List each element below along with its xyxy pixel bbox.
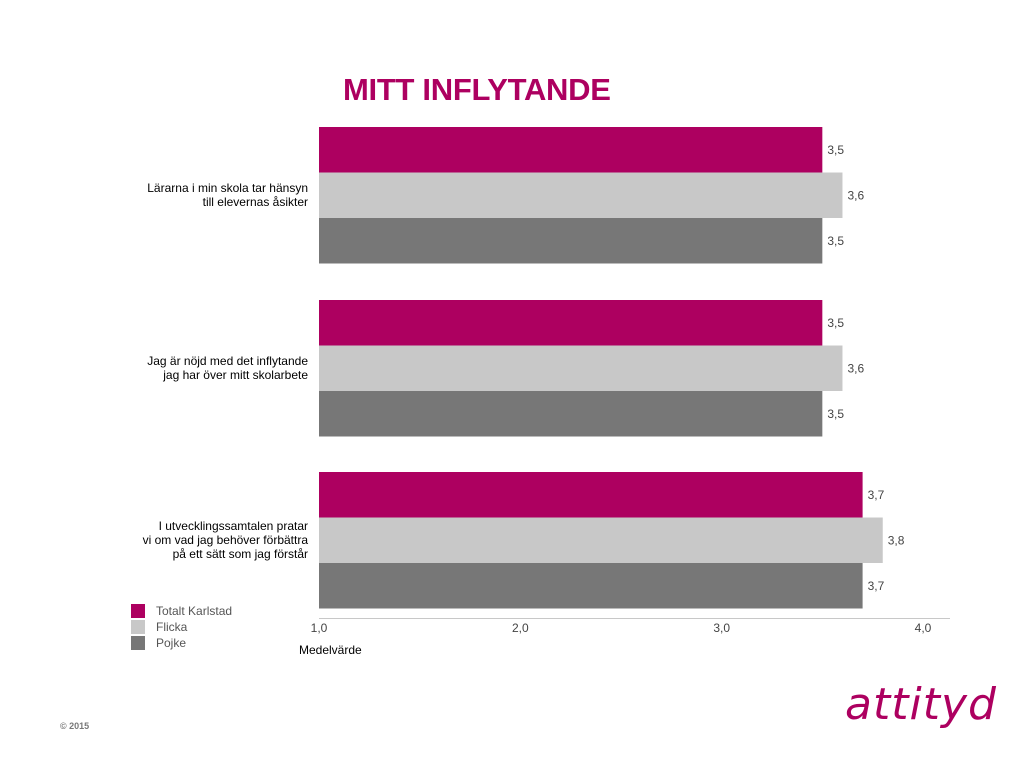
legend: Totalt Karlstad Flicka Pojke	[131, 603, 232, 651]
bar	[319, 391, 823, 437]
legend-swatch	[131, 636, 145, 650]
legend-item: Totalt Karlstad	[131, 603, 232, 619]
data-label: 3,5	[827, 407, 844, 421]
bar	[319, 127, 823, 173]
legend-label: Pojke	[156, 636, 187, 650]
copyright: © 2015	[60, 721, 90, 731]
category-label-line: Jag är nöjd med det inflytande	[147, 354, 308, 369]
bar	[319, 345, 843, 391]
bar	[319, 563, 863, 609]
category-label-line: på ett sätt som jag förstår	[172, 547, 308, 562]
legend-swatch	[131, 604, 145, 618]
category-label-line: jag har över mitt skolarbete	[163, 368, 308, 383]
bar	[319, 218, 823, 264]
category-label: I utvecklingssamtalen pratar vi om vad ja…	[60, 519, 308, 561]
data-label: 3,7	[868, 488, 885, 502]
category-label: Lärarna i min skola tar hänsyn till eleve…	[60, 181, 308, 209]
category-label-line: vi om vad jag behöver förbättra	[142, 533, 308, 548]
data-label: 3,8	[888, 533, 905, 547]
category-label: Jag är nöjd med det inflytande jag har öv…	[60, 354, 308, 382]
bar	[319, 472, 863, 518]
bar	[319, 300, 823, 346]
legend-label: Totalt Karlstad	[156, 604, 233, 618]
category-label-line: till elevernas åsikter	[202, 195, 308, 210]
data-label: 3,5	[827, 316, 844, 330]
bar	[319, 517, 883, 563]
legend-item: Pojke	[131, 635, 232, 651]
category-label-line: I utvecklingssamtalen pratar	[158, 519, 308, 534]
x-tick-label: 4,0	[915, 621, 932, 635]
category-label-line: Lärarna i min skola tar hänsyn	[147, 181, 308, 196]
attityd-logo: attityd	[845, 679, 997, 730]
x-tick-label: 1,0	[311, 621, 328, 635]
data-label: 3,6	[847, 188, 864, 202]
legend-label: Flicka	[156, 620, 188, 634]
x-tick-label: 2,0	[512, 621, 529, 635]
data-label: 3,5	[827, 234, 844, 248]
data-label: 3,5	[827, 143, 844, 157]
data-label: 3,6	[847, 361, 864, 375]
legend-swatch	[131, 620, 145, 634]
chart-title: MITT INFLYTANDE	[343, 72, 611, 107]
x-axis-label: Medelvärde	[299, 643, 362, 657]
x-tick-label: 3,0	[713, 621, 730, 635]
legend-item: Flicka	[131, 619, 232, 635]
bar	[319, 172, 843, 218]
data-label: 3,7	[868, 579, 885, 593]
